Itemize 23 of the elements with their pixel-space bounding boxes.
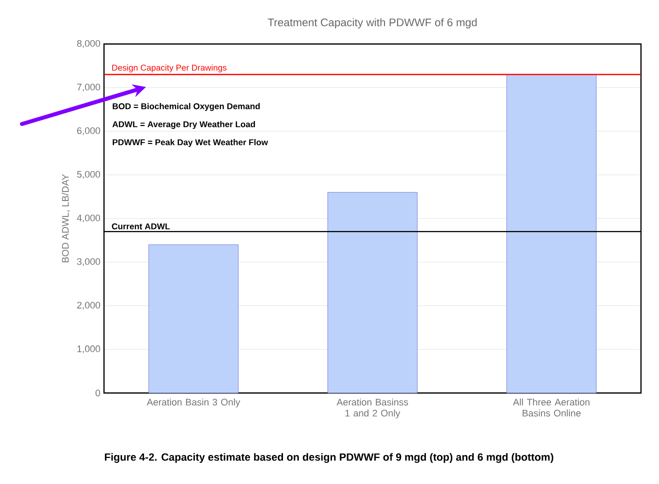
y-tick-label: 6,000: [77, 127, 100, 136]
x-tick-label: Aeration Basin 3 Only: [146, 398, 240, 408]
y-tick-label: 1,000: [77, 345, 100, 354]
bar: [148, 244, 238, 394]
annotation: BOD = Biochemical Oxygen Demand: [112, 103, 260, 111]
y-tick-label: 8,000: [77, 40, 100, 48]
x-tick-label: Aeration Basinss 1 and 2 Only: [336, 398, 408, 418]
annotation: PDWWF = Peak Day Wet Weather Flow: [112, 139, 268, 147]
y-tick-label: 0: [96, 390, 100, 396]
bar: [506, 74, 596, 394]
y-tick-label: 7,000: [77, 84, 100, 92]
ref-line-label: Current ADWL: [112, 223, 170, 230]
y-tick-label: 4,000: [76, 214, 100, 222]
y-tick-label: 2,000: [77, 302, 100, 310]
x-tick-label: All Three Aeration Basins Online: [512, 398, 590, 416]
ref-line-label: Design Capacity Per Drawings: [112, 64, 226, 72]
chart-title: Treatment Capacity with PDWWF of 6 mgd: [268, 18, 477, 28]
y-tick-label: 3,000: [77, 258, 100, 266]
y-tick-label: 5,000: [77, 170, 100, 179]
bar: [328, 192, 418, 394]
y-axis-title: BOD ADWL, LB/DAY: [62, 174, 70, 262]
annotation: ADWL = Average Dry Weather Load: [112, 121, 255, 129]
caption: Figure 4-2. Capacity estimate based on design PDWWF of 9 mgd (top) and 6 mgd (bottom): [104, 453, 554, 463]
